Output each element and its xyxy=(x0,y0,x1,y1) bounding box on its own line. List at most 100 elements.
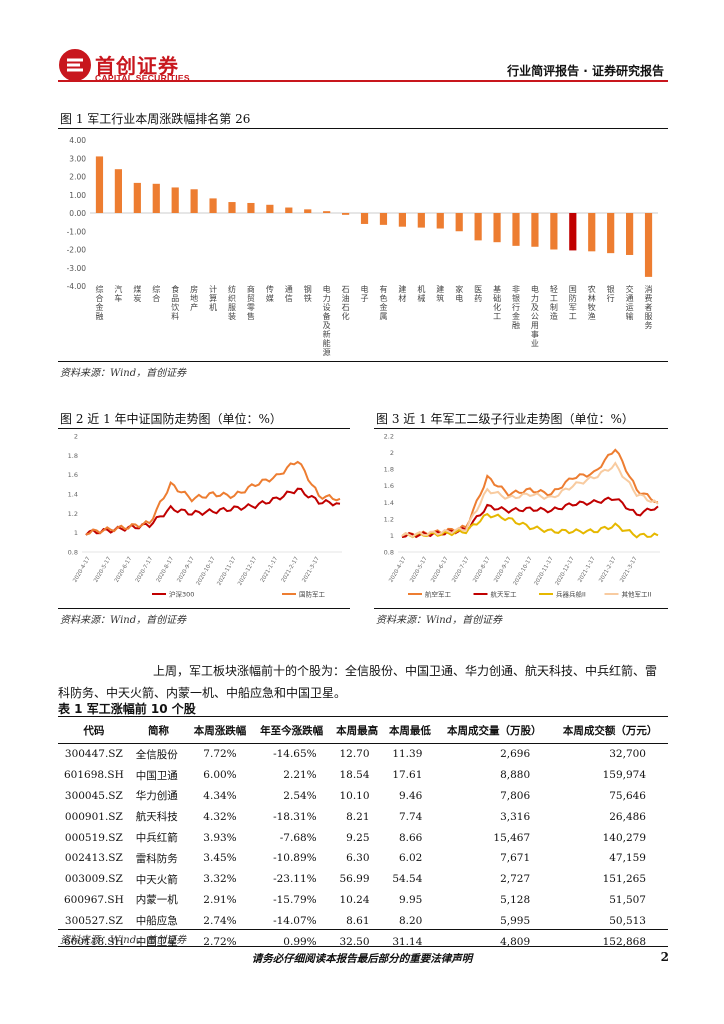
table-cell: 8,880 xyxy=(500,769,531,782)
table-cell: 2.21% xyxy=(283,769,317,782)
table-title: 表 1 军工涨幅前 10 个股 xyxy=(58,702,196,716)
x-tick-label: 2020-10-17 xyxy=(513,556,534,587)
table-cell: -7.68% xyxy=(279,831,317,844)
x-tick-label: 医药 xyxy=(474,285,482,303)
footer-notice: 请务必仔细阅读本报告最后部分的重要法律声明 xyxy=(251,953,473,965)
table-cell: 000901.SZ xyxy=(64,810,123,823)
report-type: 行业简评报告 · 证券研究报告 xyxy=(507,64,664,78)
table-header-cell: 本周成交量（万股） xyxy=(436,716,553,744)
bar xyxy=(417,213,425,228)
x-tick-label: 2021-3-17 xyxy=(619,556,639,584)
bar xyxy=(247,202,255,213)
table-cell: 9.46 xyxy=(398,789,423,802)
x-tick-label: 传媒 xyxy=(266,284,274,303)
x-tick-label: 2020-4-17 xyxy=(388,556,408,584)
table-header-cell: 本周成交额（万元） xyxy=(552,716,668,744)
table-cell: 7.72% xyxy=(203,748,237,761)
x-tick-label: 煤炭 xyxy=(133,284,141,303)
table-cell: 3.93% xyxy=(203,831,237,844)
bar xyxy=(398,213,406,227)
figure1-title: 图 1 军工行业本周涨跌幅排名第 26 xyxy=(60,112,251,126)
table-cell: 9.25 xyxy=(346,831,370,844)
table-cell: 51,507 xyxy=(609,893,646,906)
table-cell: 600118.SH xyxy=(63,935,124,948)
table-cell: 3.45% xyxy=(203,852,237,865)
table-cell: 华力创通 xyxy=(135,790,178,803)
table-cell: 152,868 xyxy=(602,935,646,948)
figure1-chart: 4.00 3.00 2.00 1.00 0.00 -1.00 -2.00 -3.00 -4.00… xyxy=(67,136,658,357)
y-tick-label: 1.00 xyxy=(69,191,86,200)
x-tick-label: 家电 xyxy=(455,284,463,303)
table-cell: 300045.SZ xyxy=(64,789,123,802)
x-tick-label: 国防军工 xyxy=(569,285,577,321)
table-row: 600967.SH 内蒙一机 2.91% -15.79% 10.24 9.95 5,128 5… xyxy=(58,890,668,911)
table-header-cell: 本周涨跌幅 xyxy=(187,716,253,744)
x-tick-label: 2020-8-17 xyxy=(156,556,176,584)
x-tick-label: 综合 xyxy=(152,284,160,303)
table-cell: 6.00% xyxy=(203,769,237,782)
table-cell: 000519.SZ xyxy=(64,831,123,844)
brand-name-en: CAPITAL SECURITIES xyxy=(95,73,190,83)
table-cell: 6.02 xyxy=(398,852,423,865)
table-cell: 4,809 xyxy=(500,935,531,948)
y-tick-label: 1.6 xyxy=(384,482,394,490)
x-tick-label: 消费者服务 xyxy=(645,284,653,330)
table-row: 300527.SZ 中船应急 2.74% -14.07% 8.61 8.20 5,995 50… xyxy=(58,910,668,931)
table-cell: 2,696 xyxy=(500,748,531,761)
table-cell: 3.32% xyxy=(203,873,237,886)
x-tick-label: 2021-1-17 xyxy=(260,556,280,584)
x-tick-label: 2020-12-17 xyxy=(237,556,258,587)
x-tick-label: 2021-3-17 xyxy=(301,556,321,584)
table-row: 300045.SZ 华力创通 4.34% 2.54% 10.10 9.46 7,806 75,… xyxy=(58,786,668,807)
brand-name: 首创证券 xyxy=(95,54,179,78)
table-cell: 17.61 xyxy=(392,769,423,782)
bar xyxy=(455,213,463,232)
table-cell: 2.72% xyxy=(203,935,237,948)
page-number: 2 xyxy=(660,950,669,964)
bar xyxy=(531,213,539,247)
x-tick-label: 2020-7-17 xyxy=(451,556,471,584)
y-tick-label: 2 xyxy=(390,449,394,457)
table-cell: 2.54% xyxy=(283,789,317,802)
y-tick-label: 0.8 xyxy=(68,549,78,557)
y-tick-label: 1.2 xyxy=(384,515,394,523)
series-line xyxy=(401,512,659,539)
table-cell: 3,316 xyxy=(500,810,531,823)
bar xyxy=(512,213,520,246)
table-header-cell: 年至今涨跌幅 xyxy=(252,716,331,744)
figure3-bottom-rule xyxy=(374,608,668,609)
table-cell: 002413.SZ xyxy=(64,852,123,865)
series-line xyxy=(401,461,659,538)
series-line xyxy=(401,448,659,538)
bar xyxy=(644,213,653,277)
table-cell: 32.50 xyxy=(339,935,370,948)
bar xyxy=(493,213,501,243)
y-tick-label: 1.4 xyxy=(68,491,78,499)
body-paragraph: 上周，军工板块涨幅前十的个股为：全信股份、中国卫通、华力创通、航天科技、中兵红箭… xyxy=(58,664,658,700)
x-tick-label: 有色金属 xyxy=(379,284,387,321)
x-tick-label: 交通运输 xyxy=(626,284,634,321)
table-cell: 9.95 xyxy=(398,893,423,906)
table-cell: 601698.SH xyxy=(63,769,124,782)
table-cell: 中船应急 xyxy=(135,915,178,928)
figure1-source: 资料来源：Wind，首创证券 xyxy=(60,368,187,379)
table-cell: 140,279 xyxy=(602,831,646,844)
bar xyxy=(474,213,482,241)
x-tick-label: 农林牧渔 xyxy=(588,284,596,321)
table-row: 300447.SZ 全信股份 7.72% -14.65% 12.70 11.39 2,696… xyxy=(58,744,668,765)
figure2-title: 图 2 近 1 年中证国防走势图（单位：%） xyxy=(60,412,282,426)
y-tick-label: 2.00 xyxy=(69,173,86,182)
bar xyxy=(114,169,122,213)
x-tick-label: 汽车 xyxy=(114,284,122,303)
legend-label: 航天军工 xyxy=(491,590,518,599)
x-tick-label: 纺织服装 xyxy=(228,284,236,321)
bar xyxy=(436,213,444,229)
x-tick-label: 电子 xyxy=(361,284,369,303)
x-tick-label: 2020-12-17 xyxy=(555,556,576,587)
table-header-cell: 代码 xyxy=(58,716,130,744)
figure3-source: 资料来源：Wind，首创证券 xyxy=(376,615,503,626)
series-line xyxy=(401,496,659,539)
x-tick-label: 建筑 xyxy=(436,284,444,303)
x-tick-label: 2020-5-17 xyxy=(409,556,429,584)
